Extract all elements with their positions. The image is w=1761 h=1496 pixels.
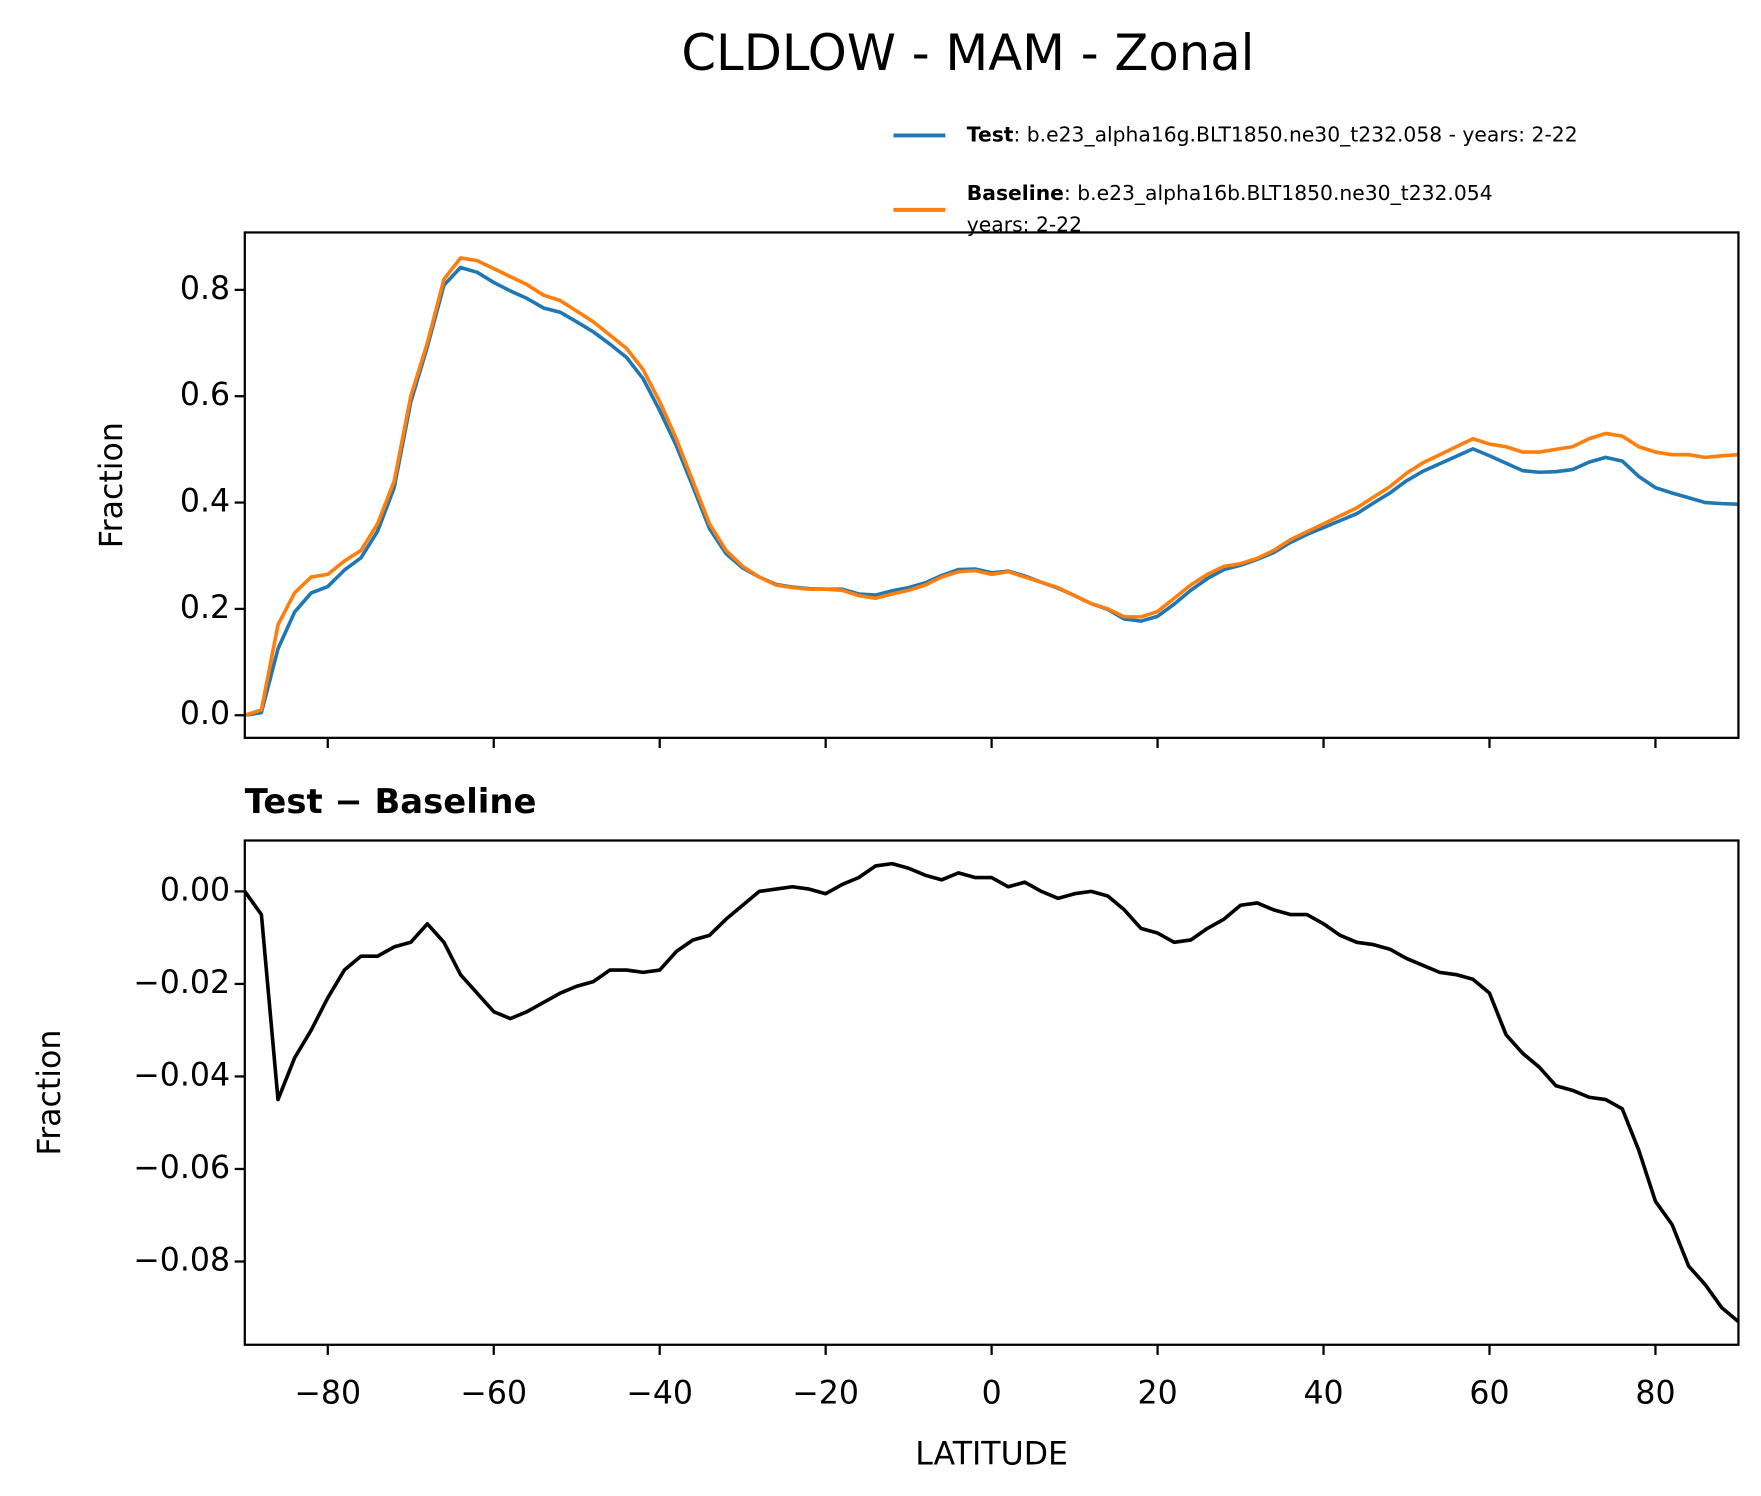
- legend-description: : b.e23_alpha16g.BLT1850.ne30_t232.058 -…: [1014, 122, 1578, 147]
- x-tick-label: 80: [1635, 1375, 1675, 1411]
- y-tick-label: −0.04: [133, 1057, 230, 1093]
- legend-description: years: 2-22: [967, 213, 1082, 237]
- y-tick-label: 0.6: [180, 377, 230, 413]
- y-axis-label: Fraction: [94, 422, 130, 548]
- plot-area: [244, 861, 1739, 1324]
- axes-frame: [243, 231, 1740, 739]
- y-tick-label: −0.06: [133, 1150, 230, 1186]
- data-line: [244, 265, 1739, 718]
- data-line: [244, 256, 1739, 717]
- figure-title: CLDLOW - MAM - Zonal: [681, 24, 1254, 82]
- data-line: [244, 861, 1739, 1324]
- x-axis-label: LATITUDE: [915, 1436, 1068, 1472]
- x-tick-label: 60: [1469, 1375, 1509, 1411]
- legend-label: Test: b.e23_alpha16g.BLT1850.ne30_t232.0…: [967, 122, 1578, 147]
- x-tick-label: 20: [1137, 1375, 1177, 1411]
- y-tick-label: −0.08: [133, 1243, 230, 1279]
- axes-frame: [243, 839, 1740, 1346]
- legend-description: : b.e23_alpha16b.BLT1850.ne30_t232.054: [1064, 181, 1493, 206]
- plot-area: [244, 256, 1739, 718]
- x-tick-label: 0: [982, 1375, 1002, 1411]
- y-axis-label: Fraction: [32, 1030, 68, 1156]
- legend-name: Test: [967, 122, 1014, 146]
- x-tick-label: −80: [294, 1375, 361, 1411]
- x-tick-label: 40: [1303, 1375, 1343, 1411]
- x-tick-label: −60: [460, 1375, 527, 1411]
- y-tick-label: 0.00: [160, 872, 230, 908]
- subplot-title: Test − Baseline: [245, 782, 537, 821]
- y-tick-label: 0.0: [180, 696, 230, 732]
- y-tick-label: −0.02: [133, 965, 230, 1001]
- x-tick-label: −20: [792, 1375, 859, 1411]
- x-tick-label: −40: [626, 1375, 693, 1411]
- y-tick-label: 0.8: [180, 271, 230, 307]
- y-tick-label: 0.2: [180, 590, 230, 626]
- legend-name: Baseline: [967, 181, 1064, 205]
- legend-label: Baseline: b.e23_alpha16b.BLT1850.ne30_t2…: [967, 181, 1493, 206]
- y-tick-label: 0.4: [180, 484, 230, 520]
